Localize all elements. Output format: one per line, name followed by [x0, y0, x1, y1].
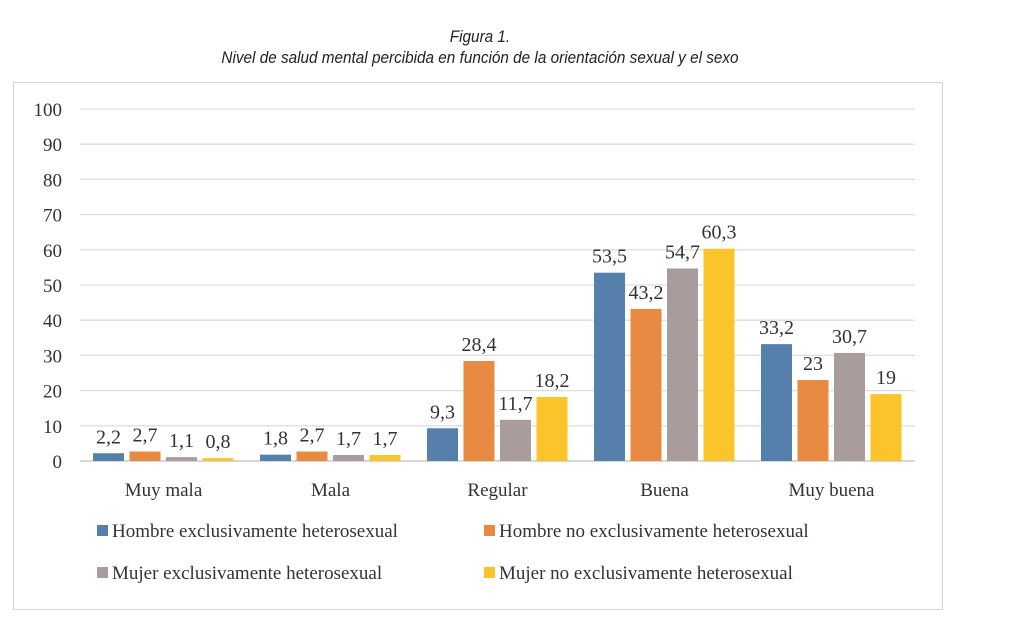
y-tick-label: 90 [43, 135, 62, 156]
data-label: 1,1 [169, 430, 194, 452]
x-tick-label: Muy buena [788, 480, 875, 501]
bar [129, 451, 161, 461]
y-tick-label: 70 [43, 206, 62, 227]
data-label: 9,3 [430, 401, 455, 423]
legend-label: Mujer no exclusivamente heterosexual [499, 563, 793, 584]
bar [703, 248, 735, 461]
data-label: 53,5 [592, 246, 627, 268]
data-label: 1,8 [263, 428, 288, 450]
x-tick-label: Mala [311, 480, 351, 501]
data-label: 1,7 [373, 428, 398, 450]
bar [427, 428, 458, 461]
bar [333, 455, 364, 461]
bar [166, 457, 197, 461]
x-tick-label: Muy mala [125, 480, 203, 501]
bar [260, 454, 291, 461]
data-label: 1,7 [336, 428, 361, 450]
bar [296, 451, 328, 461]
y-tick-label: 100 [34, 100, 63, 121]
bar [797, 380, 829, 461]
data-label: 19 [876, 367, 896, 389]
legend-swatch [484, 567, 495, 578]
figure-label: Figura 1. [449, 27, 511, 46]
bar [761, 344, 792, 461]
bar [594, 272, 625, 461]
data-label: 2,7 [300, 424, 325, 446]
data-label: 11,7 [498, 393, 532, 415]
legend-label: Hombre exclusivamente heterosexual [112, 521, 398, 542]
bar [93, 453, 124, 461]
y-tick-label: 20 [43, 382, 62, 403]
data-label: 30,7 [832, 326, 867, 348]
bar [667, 268, 698, 461]
bar [500, 419, 531, 461]
data-label: 33,2 [759, 317, 794, 339]
y-tick-label: 50 [43, 276, 62, 297]
data-label: 2,7 [133, 424, 158, 446]
chart-frame [13, 82, 943, 610]
y-tick-label: 0 [53, 452, 63, 473]
chart-title: Nivel de salud mental percibida en funci… [221, 48, 739, 67]
y-tick-label: 80 [43, 170, 62, 191]
legend-label: Hombre no exclusivamente heterosexual [499, 521, 809, 542]
legend-swatch [97, 525, 108, 536]
legend-label: Mujer exclusivamente heterosexual [112, 563, 382, 584]
data-label: 23 [803, 353, 823, 375]
y-tick-label: 60 [43, 241, 62, 262]
bar [536, 396, 568, 461]
legend-swatch [484, 525, 495, 536]
data-label: 60,3 [702, 222, 737, 244]
data-label: 0,8 [206, 431, 231, 453]
bar [870, 394, 902, 461]
y-tick-label: 40 [43, 311, 62, 332]
bar [202, 458, 234, 461]
data-label: 28,4 [462, 334, 497, 356]
y-tick-label: 10 [43, 417, 62, 438]
legend-swatch [97, 567, 108, 578]
x-tick-label: Regular [467, 480, 528, 501]
data-label: 43,2 [629, 282, 664, 304]
data-label: 18,2 [535, 370, 570, 392]
data-label: 54,7 [665, 241, 700, 263]
x-tick-label: Buena [640, 480, 689, 501]
bar [630, 308, 662, 461]
y-tick-label: 30 [43, 346, 62, 367]
data-label: 2,2 [96, 426, 121, 448]
bar [834, 352, 865, 461]
bar [463, 361, 495, 461]
bar [369, 455, 401, 461]
